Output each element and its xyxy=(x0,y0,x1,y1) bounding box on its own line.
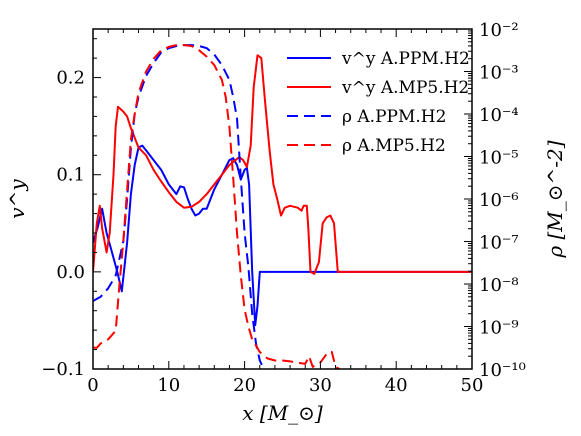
y-right-tick-label: 10⁻⁷ xyxy=(479,233,519,254)
legend-entry-1: v^y A.MP5.H2 xyxy=(341,78,469,98)
x-tick-label: 50 xyxy=(461,375,484,396)
legend-entry-2: ρ A.PPM.H2 xyxy=(342,107,446,127)
x-tick-label: 10 xyxy=(157,375,180,396)
series-line-3 xyxy=(93,44,340,369)
series-group xyxy=(93,44,472,369)
series-line-2 xyxy=(93,44,265,369)
x-tick-label: 0 xyxy=(87,375,98,396)
y-left-tick-label: 0.2 xyxy=(56,68,85,89)
y-right-tick-label: 10⁻⁶ xyxy=(479,190,519,211)
y-right-tick-label: 10⁻² xyxy=(479,20,519,41)
series-line-1 xyxy=(93,54,472,275)
legend-entry-3: ρ A.MP5.H2 xyxy=(342,136,446,156)
x-tick-label: 40 xyxy=(385,375,408,396)
plot-area xyxy=(93,44,472,369)
legend: v^y A.PPM.H2 v^y A.MP5.H2 ρ A.PPM.H2 ρ A.MP… xyxy=(287,49,470,156)
axes: 0 10 20 30 40 50 −0.1 0.0 0.1 0.2 10⁻¹⁰ 10⁻⁹ 10⁻⁸ 10⁻… xyxy=(5,20,567,425)
y-left-tick-label: 0.1 xyxy=(56,165,85,186)
y-right-axis-label: ρ [M_⊙^-2] xyxy=(543,140,567,258)
y-right-tick-label: 10⁻³ xyxy=(479,63,519,84)
x-tick-label: 30 xyxy=(309,375,332,396)
y-left-axis-label: v^y xyxy=(5,179,29,219)
legend-entry-0: v^y A.PPM.H2 xyxy=(341,49,470,69)
x-tick-label: 20 xyxy=(233,375,256,396)
y-right-tick-label: 10⁻⁴ xyxy=(479,105,519,126)
x-axis-label: x [M_⊙] xyxy=(242,401,323,425)
series-line-0 xyxy=(93,144,472,327)
y-left-tick-label: 0.0 xyxy=(56,262,85,283)
y-left-tick-label: −0.1 xyxy=(41,359,85,380)
y-right-tick-label: 10⁻¹⁰ xyxy=(479,360,526,381)
y-right-tick-label: 10⁻⁵ xyxy=(479,148,519,169)
y-right-tick-label: 10⁻⁹ xyxy=(479,318,519,339)
y-right-tick-label: 10⁻⁸ xyxy=(479,275,519,296)
